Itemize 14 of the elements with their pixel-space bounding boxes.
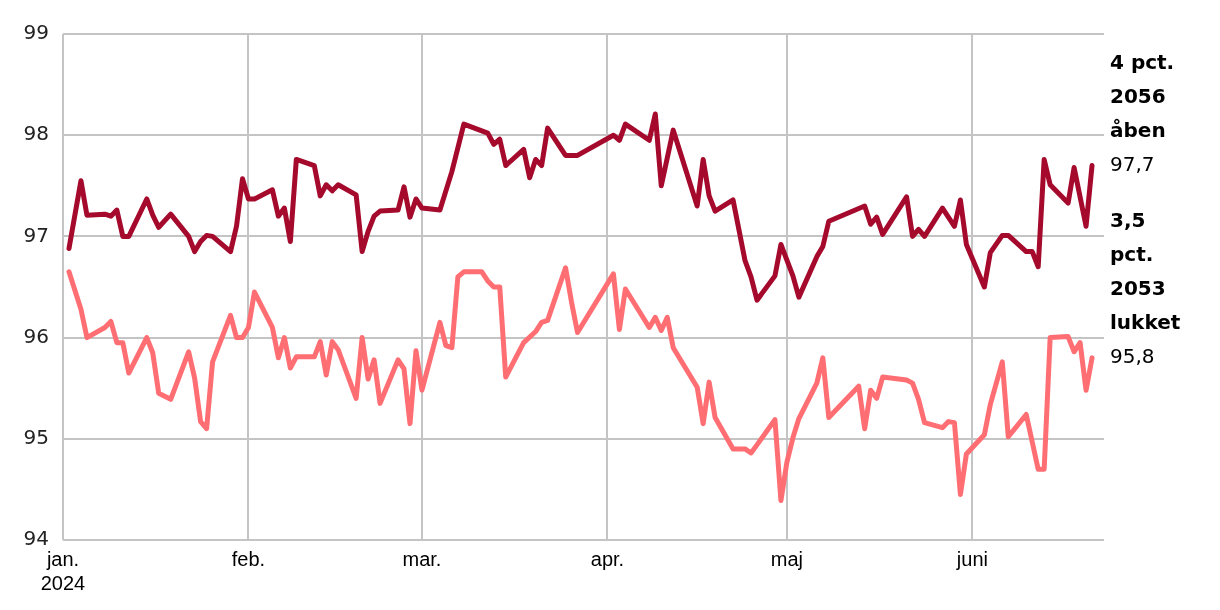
y-tick-label: 95 [23, 425, 49, 449]
y-tick-label: 97 [23, 222, 49, 247]
series-label: 4 pct. 2056 åben [1110, 49, 1175, 142]
x-tick-label: mar. [402, 547, 442, 570]
data-label: 97,7 [1110, 151, 1155, 176]
data-label: 95,8 [1110, 344, 1155, 369]
y-tick-label: 98 [23, 121, 49, 146]
series-label: 3,5 pct. 2053 lukket [1110, 208, 1181, 335]
x-tick-label: juni [955, 547, 988, 570]
x-tick-label: maj [770, 547, 804, 570]
y-tick-label: 99 [23, 20, 49, 45]
y-tick-label: 96 [23, 323, 49, 348]
x-tick-label: feb. [231, 547, 266, 570]
x-tick-label: apr. [590, 547, 625, 570]
